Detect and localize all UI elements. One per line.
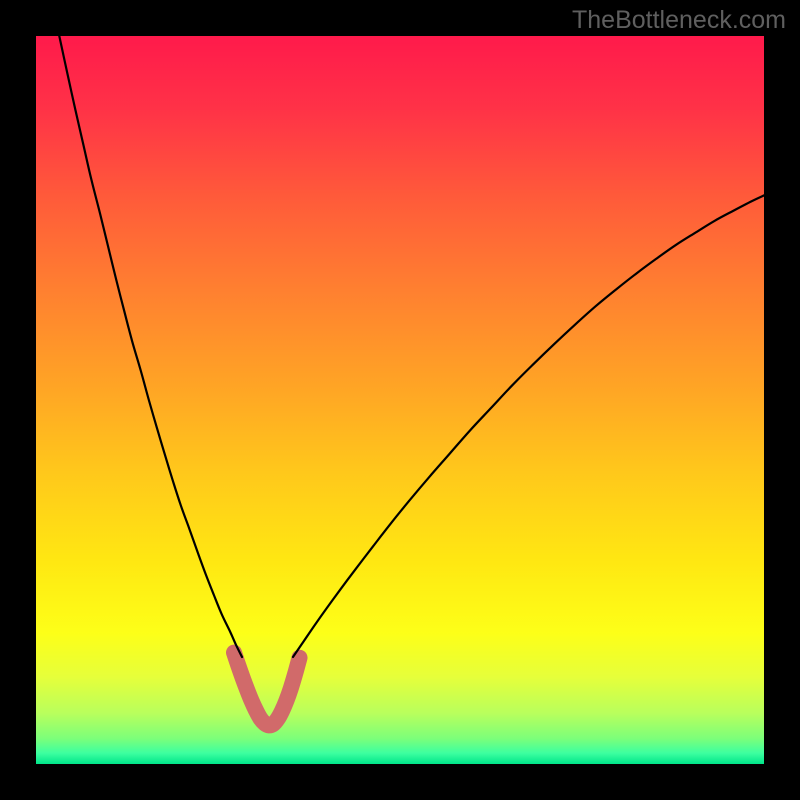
plot-background <box>36 36 764 764</box>
bottleneck-chart <box>0 0 800 800</box>
watermark-text: TheBottleneck.com <box>572 6 786 35</box>
